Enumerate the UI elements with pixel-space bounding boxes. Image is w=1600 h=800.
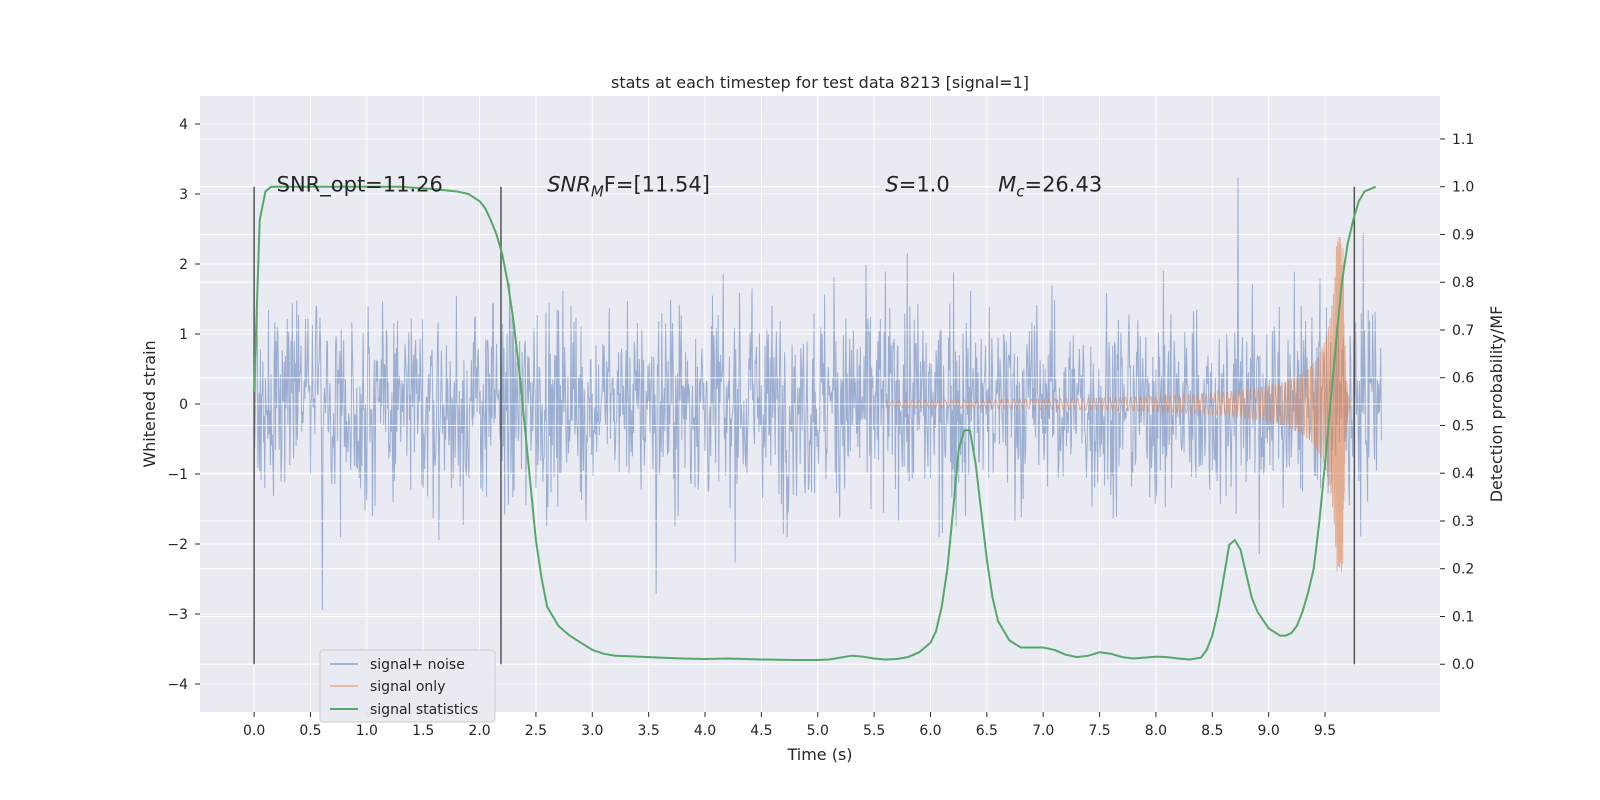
- y2-tick-label: 0.4: [1452, 466, 1474, 482]
- y-tick-label: 2: [179, 257, 188, 273]
- y-tick-label: −2: [167, 537, 188, 553]
- legend-label-noise: signal+ noise: [370, 657, 465, 673]
- noise-series: [253, 177, 1382, 610]
- y2-tick-label: 0.0: [1452, 657, 1474, 673]
- stat-line: [253, 185, 1377, 661]
- x-tick-label: 0.5: [299, 723, 321, 739]
- y2-tick-label: 0.9: [1452, 227, 1474, 243]
- signal-series: [885, 237, 1351, 573]
- legend-label-stat: signal statistics: [370, 702, 478, 718]
- annotations: SNR_opt=11.26 SNRMF=[11.54] S=1.0 Mc=26.43: [277, 173, 1103, 201]
- y2-tick-label: 0.7: [1452, 323, 1474, 339]
- x-tick-label: 7.5: [1088, 723, 1110, 739]
- x-tick-label: 5.5: [863, 723, 885, 739]
- x-tick-label: 2.0: [468, 723, 490, 739]
- x-tick-label: 9.5: [1314, 723, 1336, 739]
- x-tick-label: 8.5: [1201, 723, 1223, 739]
- y2-tick-label: 0.3: [1452, 514, 1474, 530]
- chart-title: stats at each timestep for test data 821…: [611, 73, 1029, 92]
- y2-axis-title: Detection probability/MF: [1487, 306, 1506, 503]
- y-tick-label: 3: [179, 187, 188, 203]
- y-tick-label: −3: [167, 607, 188, 623]
- x-tick-label: 5.0: [807, 723, 829, 739]
- legend-box: [319, 649, 496, 723]
- x-tick-label: 6.0: [919, 723, 941, 739]
- x-tick-label: 9.0: [1258, 723, 1280, 739]
- y-axis-title: Whitened strain: [140, 340, 159, 467]
- vertical-markers: [253, 186, 1356, 665]
- y2-tick-label: 1.0: [1452, 180, 1474, 196]
- noise-line: [253, 177, 1382, 610]
- y2-tick-label: 0.1: [1452, 609, 1474, 625]
- y2-tick-label: 0.2: [1452, 562, 1474, 578]
- annotation: Mc=26.43: [998, 173, 1102, 201]
- stat-series: [253, 185, 1377, 661]
- x-tick-label: 2.5: [525, 723, 547, 739]
- x-axis-title: Time (s): [786, 745, 852, 764]
- y2-tick-label: 1.1: [1452, 132, 1474, 148]
- y-tick-label: −1: [167, 467, 188, 483]
- signal-line: [885, 237, 1351, 573]
- y2-axis: 0.0 0.1 0.2 0.3 0.4 0.5 0.6 0.7 0.8 0.9 1.0 1.1: [1440, 132, 1474, 673]
- annotation: SNR_opt=11.26: [277, 173, 443, 198]
- x-tick-label: 4.0: [694, 723, 716, 739]
- y2-tick-label: 0.6: [1452, 371, 1474, 387]
- x-tick-label: 0.0: [243, 723, 265, 739]
- annotation: SNRMF=[11.54]: [547, 173, 710, 201]
- y-tick-label: 4: [179, 117, 188, 133]
- x-tick-label: 4.5: [750, 723, 772, 739]
- y2-tick-label: 0.8: [1452, 275, 1474, 291]
- y-axis: −4 −3 −2 −1 0 1 2 3 4: [167, 117, 200, 693]
- x-axis: 0.0 0.5 1.0 1.5 2.0 2.5 3.0 3.5 4.0 4.5 5.0 5.5 6.0 6…: [243, 712, 1336, 739]
- x-tick-label: 3.0: [581, 723, 603, 739]
- legend: signal+ noise signal only signal statist…: [319, 649, 496, 723]
- x-tick-label: 8.0: [1145, 723, 1167, 739]
- x-tick-label: 7.0: [1032, 723, 1054, 739]
- x-tick-label: 3.5: [638, 723, 660, 739]
- x-tick-label: 6.5: [976, 723, 998, 739]
- legend-label-signal: signal only: [370, 679, 445, 695]
- x-tick-label: 1.5: [412, 723, 434, 739]
- y-tick-label: −4: [167, 677, 188, 693]
- y-tick-label: 1: [179, 327, 188, 343]
- annotation: S=1.0: [885, 173, 949, 197]
- y2-tick-label: 0.5: [1452, 418, 1474, 434]
- y-tick-label: 0: [179, 397, 188, 413]
- x-tick-label: 1.0: [356, 723, 378, 739]
